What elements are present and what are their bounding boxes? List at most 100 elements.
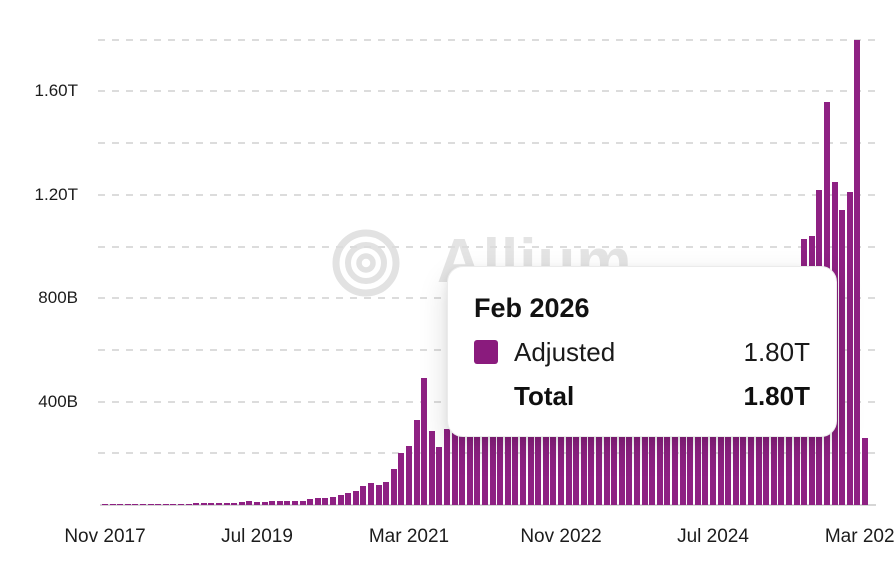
bar[interactable] [451, 432, 458, 505]
bar[interactable] [299, 500, 306, 505]
tooltip-total-label: Total [514, 381, 575, 411]
bar[interactable] [497, 424, 504, 505]
bar[interactable] [466, 422, 473, 505]
bar[interactable] [162, 503, 169, 505]
gridline [98, 90, 878, 93]
bar[interactable] [215, 503, 223, 505]
bar[interactable] [276, 500, 283, 505]
bar[interactable] [284, 501, 291, 505]
bar[interactable] [322, 498, 329, 505]
bar[interactable] [383, 481, 390, 505]
bar[interactable] [398, 453, 405, 505]
allium-logo-icon [332, 229, 400, 297]
bar[interactable] [519, 427, 527, 505]
bar[interactable] [314, 497, 321, 505]
bar[interactable] [535, 435, 542, 505]
bar[interactable] [633, 433, 641, 505]
bar[interactable] [626, 435, 633, 505]
bar[interactable] [170, 503, 177, 505]
bar[interactable] [345, 493, 352, 505]
bar[interactable] [109, 504, 116, 505]
bar[interactable] [732, 375, 739, 505]
bar[interactable] [428, 431, 435, 505]
bar[interactable] [618, 435, 625, 505]
bar[interactable] [671, 406, 679, 505]
bar[interactable] [603, 432, 610, 505]
gridline [98, 245, 878, 248]
bar[interactable] [337, 494, 344, 505]
bar[interactable] [231, 502, 238, 505]
bar[interactable] [117, 504, 124, 505]
bar[interactable] [238, 502, 245, 505]
bar[interactable] [550, 432, 557, 505]
bar[interactable] [329, 496, 337, 505]
bar[interactable] [861, 437, 869, 505]
x-axis-label: Nov 2017 [64, 526, 146, 547]
bar[interactable] [436, 446, 443, 505]
y-axis-label: 800B [38, 288, 78, 308]
y-axis-label: 1.60T [34, 81, 78, 101]
tooltip-total-value: 1.80T [743, 381, 811, 411]
bar[interactable] [694, 393, 701, 505]
bar[interactable] [307, 499, 314, 505]
bar[interactable] [580, 427, 587, 505]
bar[interactable] [352, 490, 359, 505]
bar[interactable] [246, 501, 253, 505]
bar[interactable] [679, 388, 686, 505]
bar[interactable] [839, 210, 846, 505]
bar[interactable] [147, 503, 154, 505]
bar[interactable] [177, 503, 185, 505]
bar[interactable] [185, 503, 192, 505]
bar[interactable] [291, 501, 299, 505]
bar[interactable] [595, 430, 603, 505]
chart-tooltip: Feb 2026 Adjusted 1.80T Total 1.80T [447, 266, 837, 437]
bar[interactable] [269, 500, 276, 505]
bar[interactable] [421, 378, 428, 505]
bar[interactable] [208, 503, 215, 505]
bar[interactable] [223, 502, 230, 505]
bar[interactable] [124, 504, 131, 505]
bar[interactable] [846, 192, 853, 505]
bar[interactable] [101, 504, 109, 505]
bar[interactable] [573, 432, 580, 505]
bar[interactable] [542, 430, 549, 505]
x-axis-line [100, 504, 876, 506]
bar[interactable] [193, 503, 200, 505]
bar[interactable] [611, 433, 618, 505]
bar[interactable] [656, 419, 663, 505]
bar[interactable] [481, 427, 489, 505]
bar[interactable] [489, 432, 496, 505]
bar[interactable] [139, 504, 147, 505]
bar[interactable] [641, 432, 648, 505]
bar[interactable] [459, 427, 466, 505]
bar[interactable] [155, 503, 162, 505]
bar[interactable] [132, 504, 139, 505]
bar[interactable] [375, 485, 382, 505]
bar[interactable] [512, 414, 519, 505]
bar[interactable] [565, 433, 572, 505]
bar[interactable] [200, 503, 207, 505]
bar[interactable] [557, 424, 565, 505]
bar[interactable] [649, 424, 656, 505]
bar[interactable] [702, 396, 709, 505]
bar[interactable] [527, 433, 534, 505]
bar[interactable] [360, 486, 367, 505]
bar[interactable] [253, 501, 261, 505]
y-axis-label: 1.20T [34, 184, 78, 204]
bar[interactable] [687, 396, 694, 505]
x-axis-label: Mar 2021 [368, 526, 450, 547]
bar[interactable] [413, 419, 420, 505]
bar[interactable] [725, 388, 732, 505]
bar[interactable] [261, 501, 268, 505]
bar[interactable] [588, 417, 595, 505]
bar[interactable] [854, 39, 861, 505]
bar[interactable] [709, 393, 717, 505]
bar[interactable] [443, 428, 451, 505]
bar[interactable] [717, 391, 724, 505]
bar[interactable] [474, 424, 481, 505]
bar[interactable] [504, 427, 511, 505]
bar[interactable] [405, 445, 413, 505]
bar[interactable] [367, 482, 375, 505]
bar[interactable] [664, 414, 671, 505]
bar[interactable] [390, 468, 397, 505]
